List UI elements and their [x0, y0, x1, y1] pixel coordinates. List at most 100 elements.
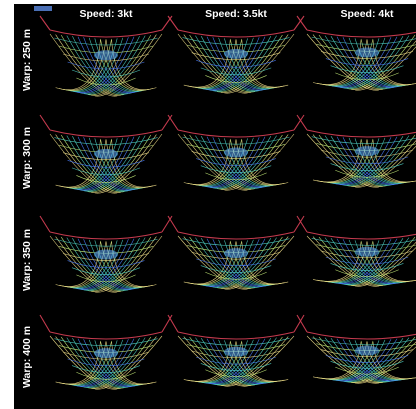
mesh-ring	[67, 260, 145, 268]
mesh-line	[69, 37, 124, 93]
net-core-glow	[94, 249, 118, 260]
mesh-line	[198, 339, 254, 384]
mesh-line	[342, 339, 402, 381]
mesh-line	[73, 339, 129, 387]
mesh-line	[76, 136, 135, 191]
mesh-ring	[182, 136, 290, 145]
mesh-line	[328, 37, 386, 87]
mesh-line	[73, 137, 129, 190]
mesh-line	[88, 239, 143, 289]
net-core-glow	[224, 147, 248, 158]
mesh-line	[202, 239, 260, 287]
mesh-line	[342, 37, 402, 88]
mesh-line	[202, 37, 260, 90]
net-core-glow	[224, 346, 248, 357]
mesh-ring	[76, 372, 136, 380]
mesh-line	[194, 38, 248, 89]
mesh-ring	[76, 175, 136, 183]
mesh-line	[332, 137, 392, 185]
mesh-line	[205, 36, 266, 91]
net-panel-r3-c3	[296, 215, 416, 287]
mesh-line	[73, 37, 129, 93]
mesh-ring	[63, 253, 149, 261]
mesh-line	[212, 37, 270, 90]
towing-rope	[296, 15, 416, 38]
net-panel-r2-c2	[167, 114, 305, 191]
mesh-ring	[63, 53, 149, 62]
mesh-ring	[71, 365, 141, 373]
towing-rope	[296, 215, 416, 240]
mesh-line	[69, 137, 124, 190]
net-panel-r1-c3	[296, 15, 416, 91]
column-label-speed-3.5kt: Speed: 3.5kt	[205, 8, 267, 20]
mesh-ring	[330, 163, 404, 171]
mesh-ring	[335, 72, 399, 81]
mesh-ring	[63, 152, 149, 161]
mesh-line	[212, 339, 270, 384]
towing-rope	[167, 314, 305, 340]
mesh-line	[218, 37, 274, 90]
mesh-ring	[182, 337, 290, 346]
mesh-ring	[335, 366, 399, 375]
row-label-warp-300m: Warp: 300 m	[21, 127, 33, 189]
mesh-line	[69, 239, 124, 289]
net-panel-r1-c2	[167, 15, 305, 94]
mesh-line	[205, 136, 266, 188]
mesh-ring	[321, 250, 413, 259]
mesh-ring	[196, 60, 276, 68]
row-label-warp-400m: Warp: 400 m	[21, 326, 33, 388]
mesh-line	[88, 137, 143, 190]
mesh-line	[335, 36, 398, 88]
net-core-glow	[94, 148, 118, 159]
column-label-speed-4kt: Speed: 4kt	[340, 8, 394, 20]
mesh-line	[202, 137, 260, 188]
mesh-ring	[330, 361, 404, 369]
net-panel-r4-c2	[167, 314, 305, 387]
mesh-line	[335, 238, 398, 285]
mesh-line	[335, 338, 398, 382]
row-label-warp-350m: Warp: 350 m	[21, 229, 33, 291]
net-panel-r3-c1	[39, 215, 173, 293]
net-core-glow	[355, 47, 379, 58]
mesh-ring	[71, 267, 141, 275]
mesh-ring	[54, 37, 158, 46]
mesh-ring	[335, 170, 399, 178]
mesh-line	[212, 137, 270, 188]
mesh-line	[348, 239, 406, 284]
mesh-line	[335, 136, 398, 185]
mesh-ring	[321, 149, 413, 158]
mesh-ring	[311, 136, 416, 144]
mesh-ring	[325, 156, 409, 165]
net-core-glow	[94, 50, 118, 61]
net-panels	[39, 15, 416, 390]
net-core-glow	[224, 248, 248, 259]
mesh-ring	[311, 36, 416, 45]
mesh-line	[202, 339, 260, 384]
mesh-line	[66, 138, 118, 189]
mesh-line	[198, 37, 254, 90]
mesh-ring	[330, 65, 404, 73]
mesh-line	[205, 238, 266, 287]
mesh-line	[66, 38, 118, 92]
mesh-line	[354, 38, 410, 87]
net-panel-r1-c1	[39, 15, 173, 97]
towing-rope	[296, 114, 416, 138]
mesh-ring	[182, 238, 290, 246]
mesh-ring	[196, 258, 276, 267]
mesh-ring	[205, 172, 267, 181]
mesh-line	[224, 38, 278, 89]
row-label-warp-250m: Warp: 250 m	[21, 29, 33, 91]
mesh-ring	[54, 238, 158, 247]
mesh-line	[73, 239, 129, 290]
towing-rope	[167, 15, 305, 38]
mesh-ring	[191, 151, 281, 159]
net-core-glow	[224, 48, 248, 59]
mesh-ring	[76, 274, 136, 283]
mesh-ring	[71, 167, 141, 176]
towing-rope	[167, 215, 305, 240]
mesh-line	[218, 239, 274, 286]
mesh-ring	[182, 37, 290, 45]
mesh-line	[332, 239, 392, 284]
mesh-line	[218, 339, 274, 384]
scale-bar	[34, 6, 52, 11]
